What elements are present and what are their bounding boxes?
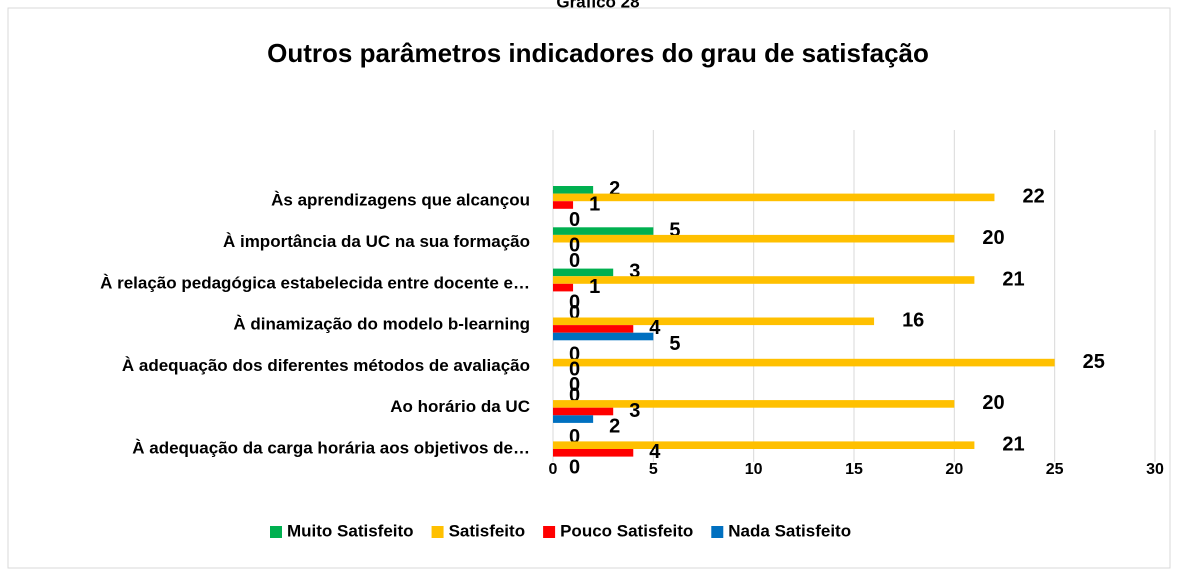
bar [553,268,614,277]
data-label: 16 [902,310,924,332]
y-tick-label: À adequação da carga horária aos objetiv… [132,438,530,457]
y-tick-label: Às aprendizagens que alcançou [271,191,530,210]
data-label: 0 [569,385,580,407]
x-tick-label: 25 [1046,461,1064,478]
data-label: 21 [1002,268,1024,290]
data-label: 0 [569,302,580,324]
data-label: 20 [982,392,1004,414]
legend-label: Nada Satisfeito [728,521,851,540]
bar [553,193,995,202]
y-tick-label: À dinamização do modelo b-learning [233,315,530,334]
data-label: 1 [589,193,600,215]
caption: Gráfico 28 [556,0,639,11]
bar [553,441,975,449]
legend-swatch [270,526,282,538]
bar [553,449,634,457]
data-label: 2 [609,178,620,200]
data-label: 0 [569,358,580,380]
data-label: 4 [649,441,661,463]
y-tick-label: À importância da UC na sua formação [223,232,530,251]
y-tick-label: À adequação dos diferentes métodos de av… [122,356,530,375]
bar [553,332,654,341]
bar [553,358,1055,367]
data-label: 20 [982,227,1004,249]
data-label: 0 [569,457,580,479]
legend-label: Satisfeito [449,521,526,540]
bar [553,415,594,423]
data-label: 21 [1002,433,1024,455]
data-label: 0 [569,209,580,231]
data-label: 0 [569,235,580,257]
legend-swatch [431,526,444,538]
bar [553,234,955,243]
data-label: 0 [569,426,580,448]
data-label: 22 [1022,186,1044,208]
x-tick-label: 30 [1146,461,1164,478]
x-tick-label: 5 [649,461,658,478]
data-label: 5 [669,333,680,355]
data-label: 3 [629,400,640,422]
x-tick-label: 0 [549,461,558,478]
x-tick-label: 20 [945,461,963,478]
data-label: 0 [569,291,580,313]
data-label: 5 [669,219,680,241]
bar [553,407,614,416]
bar [553,283,574,292]
bar [553,227,654,235]
legend-swatch [543,526,556,538]
data-label: 3 [629,261,640,283]
bar [553,325,634,333]
bar [553,400,955,408]
data-label: 0 [569,250,580,272]
legend-label: Muito Satisfeito [287,521,414,540]
data-label: 25 [1083,351,1105,373]
x-tick-label: 10 [745,461,763,478]
data-label: 0 [569,374,580,396]
x-tick-label: 15 [845,461,863,478]
bar [553,186,594,194]
legend-label: Pouco Satisfeito [560,521,693,540]
data-label: 2 [609,415,620,437]
bar [553,317,875,326]
chart-title: Outros parâmetros indicadores do grau de… [267,38,929,68]
data-label: 1 [589,276,600,298]
legend-swatch [711,526,724,538]
data-label: 0 [569,343,580,365]
y-tick-label: Ao horário da UC [390,397,530,416]
bar [553,276,975,284]
y-tick-label: À relação pedagógica estabelecida entre … [100,273,530,292]
chart-area [7,7,1171,569]
bar [553,201,574,209]
